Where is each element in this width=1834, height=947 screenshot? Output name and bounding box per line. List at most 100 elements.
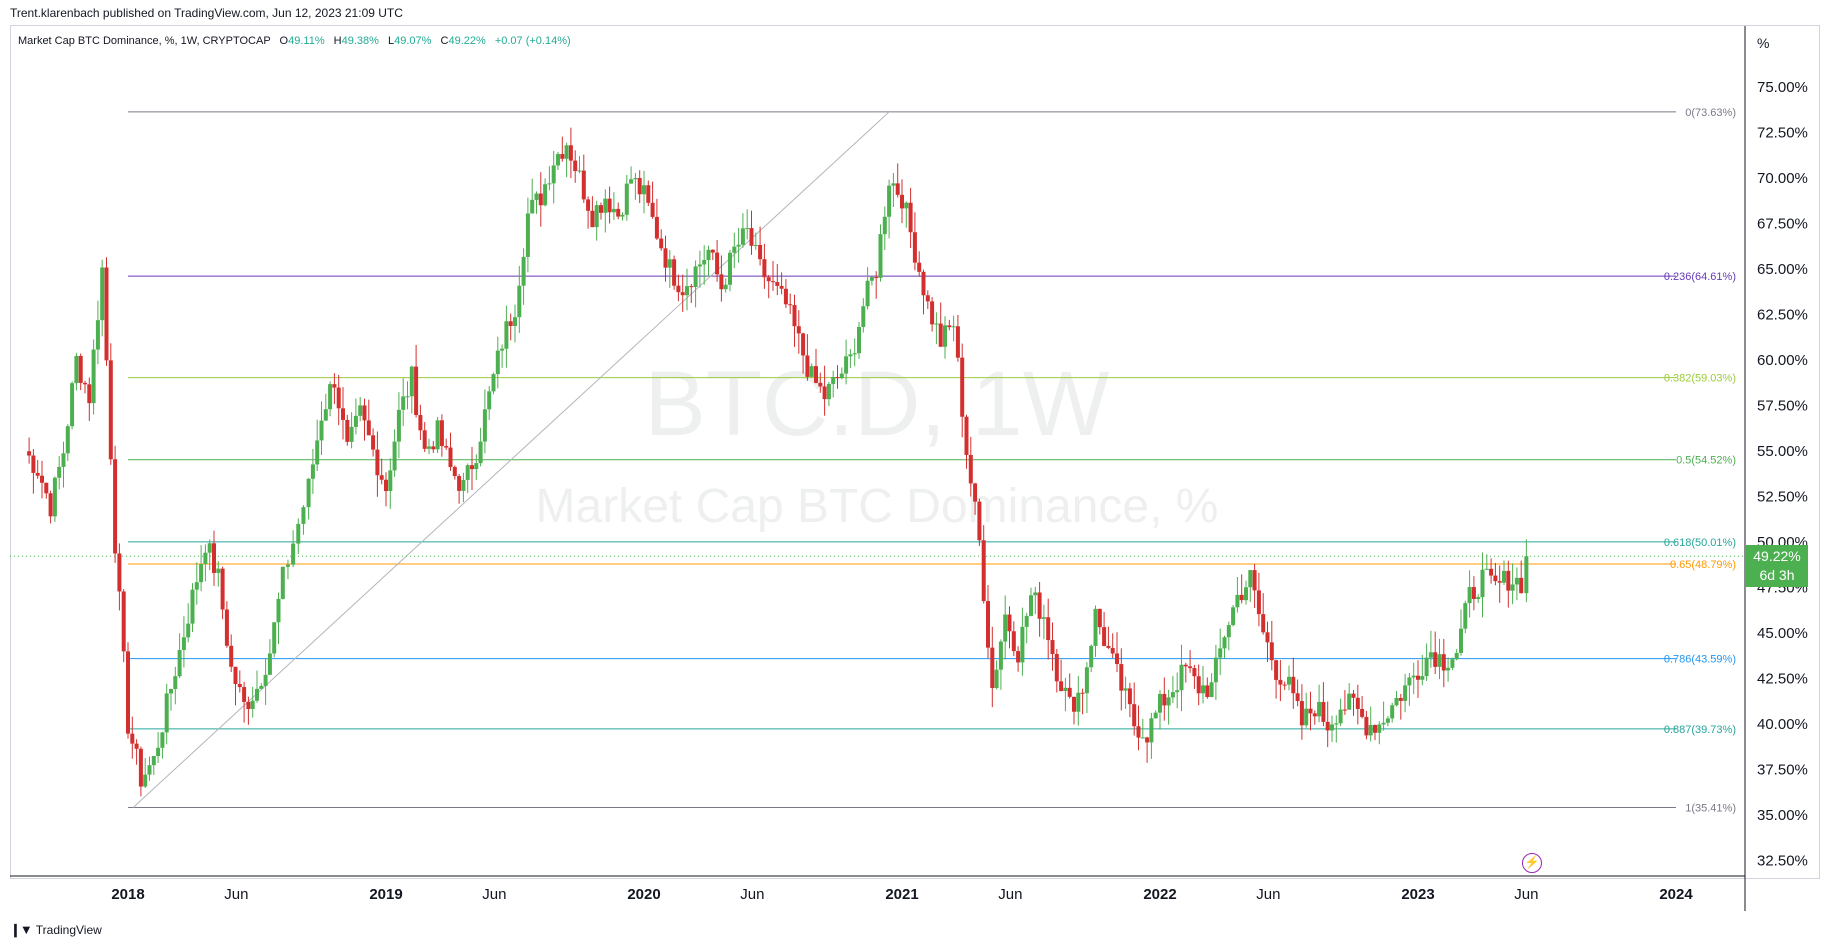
- y-tick-label: 72.50%: [1757, 125, 1808, 142]
- candle-body: [212, 543, 216, 573]
- candle-body: [156, 747, 161, 757]
- candle-body: [607, 198, 612, 213]
- candle-body: [177, 650, 182, 677]
- fib-level-label: 0.618(50.01%): [1664, 537, 1736, 549]
- candle-body: [809, 366, 814, 377]
- legend-open-label: O: [279, 35, 289, 47]
- candle-body: [534, 193, 539, 200]
- candle-body: [1330, 724, 1334, 731]
- candle-body: [749, 228, 754, 246]
- candle-body: [319, 420, 324, 441]
- candle-body: [994, 669, 999, 688]
- candle-body: [925, 295, 930, 302]
- candle-body: [1132, 704, 1137, 727]
- candle-body: [272, 622, 277, 654]
- candle-body: [1428, 652, 1433, 658]
- candle-body: [1454, 652, 1459, 660]
- candle-body: [753, 244, 758, 246]
- y-tick-label: 57.50%: [1757, 398, 1808, 415]
- candle-body: [301, 507, 306, 524]
- candle-body: [1506, 570, 1511, 591]
- candle-body: [1256, 590, 1261, 615]
- fib-level-label: 0(73.63%): [1685, 107, 1736, 119]
- candle-body: [938, 323, 943, 347]
- candle-body: [878, 234, 883, 278]
- candle-body: [117, 553, 122, 592]
- candle-body: [48, 493, 53, 517]
- candle-body: [783, 288, 788, 305]
- candle-body: [336, 387, 341, 409]
- y-tick-label: 40.00%: [1757, 716, 1808, 733]
- candle-body: [353, 415, 358, 427]
- candle-body: [968, 454, 973, 484]
- candle-body: [1355, 697, 1360, 709]
- candle-body: [865, 280, 870, 307]
- candle-body: [1046, 617, 1051, 641]
- candle-body: [663, 248, 668, 268]
- candle-body: [960, 357, 965, 417]
- candle-body: [1175, 690, 1180, 693]
- attribution-text: Trent.klarenbach published on TradingVie…: [10, 6, 403, 20]
- candle-body: [1029, 595, 1033, 616]
- legend-high-label: H: [333, 35, 342, 47]
- candle-body: [306, 478, 311, 508]
- candle-body: [1524, 556, 1529, 594]
- candle-body: [1261, 614, 1266, 633]
- candle-body: [1106, 645, 1111, 648]
- candle-body: [1299, 701, 1304, 726]
- y-tick-label: 42.50%: [1757, 671, 1808, 688]
- candle-body: [1519, 577, 1524, 594]
- candle-body: [100, 267, 105, 321]
- candle-body: [1188, 666, 1193, 669]
- candle-body: [895, 183, 900, 195]
- candle-body: [887, 185, 892, 217]
- candle-body: [685, 286, 689, 296]
- candle-body: [1244, 587, 1248, 601]
- candle-body: [392, 441, 397, 471]
- fib-level-label: 0.382(59.03%): [1664, 373, 1736, 385]
- chart-frame[interactable]: [10, 25, 1820, 879]
- candle-body: [52, 477, 57, 517]
- candle-body: [1252, 570, 1257, 591]
- candle-body: [998, 641, 1003, 670]
- candle-body: [409, 366, 414, 397]
- candle-body: [642, 185, 646, 195]
- candle-body: [560, 154, 565, 159]
- x-tick-label: Jun: [1514, 886, 1538, 903]
- candle-body: [719, 274, 724, 290]
- fib-trendline[interactable]: [132, 111, 890, 808]
- legend-change-value: +0.07 (+0.14%): [494, 35, 571, 47]
- candle-body: [121, 591, 126, 652]
- candle-body: [1127, 688, 1132, 705]
- fib-level-label: 0.5(54.52%): [1676, 455, 1736, 467]
- candle-body: [728, 252, 732, 285]
- candle-body: [504, 321, 509, 349]
- candle-body: [908, 202, 913, 233]
- candle-body: [371, 435, 376, 450]
- candle-body: [1325, 721, 1330, 731]
- candle-body: [680, 292, 685, 296]
- candle-body: [1433, 652, 1438, 667]
- fib-level-label: 0.236(64.61%): [1664, 271, 1736, 283]
- candle-body: [599, 205, 603, 213]
- candle-body: [1321, 701, 1326, 722]
- candle-body: [646, 185, 651, 203]
- candle-body: [921, 271, 926, 296]
- footer-logo[interactable]: ❙▼ TradingView: [10, 922, 102, 938]
- candle-body: [543, 184, 548, 206]
- y-tick-label: 52.50%: [1757, 489, 1808, 506]
- candle-body: [396, 409, 401, 442]
- candle-body: [624, 183, 629, 215]
- y-tick-label: 55.00%: [1757, 443, 1808, 460]
- candle-body: [138, 748, 143, 787]
- candle-body: [1041, 617, 1046, 619]
- x-tick-label: Jun: [482, 886, 506, 903]
- candle-body: [1291, 676, 1296, 694]
- lightning-icon[interactable]: ⚡: [1522, 853, 1542, 873]
- x-tick-label: 2019: [369, 886, 402, 903]
- candle-body: [366, 420, 371, 436]
- candle-body: [723, 284, 728, 290]
- candle-body: [706, 249, 711, 260]
- y-tick-label: 35.00%: [1757, 807, 1808, 824]
